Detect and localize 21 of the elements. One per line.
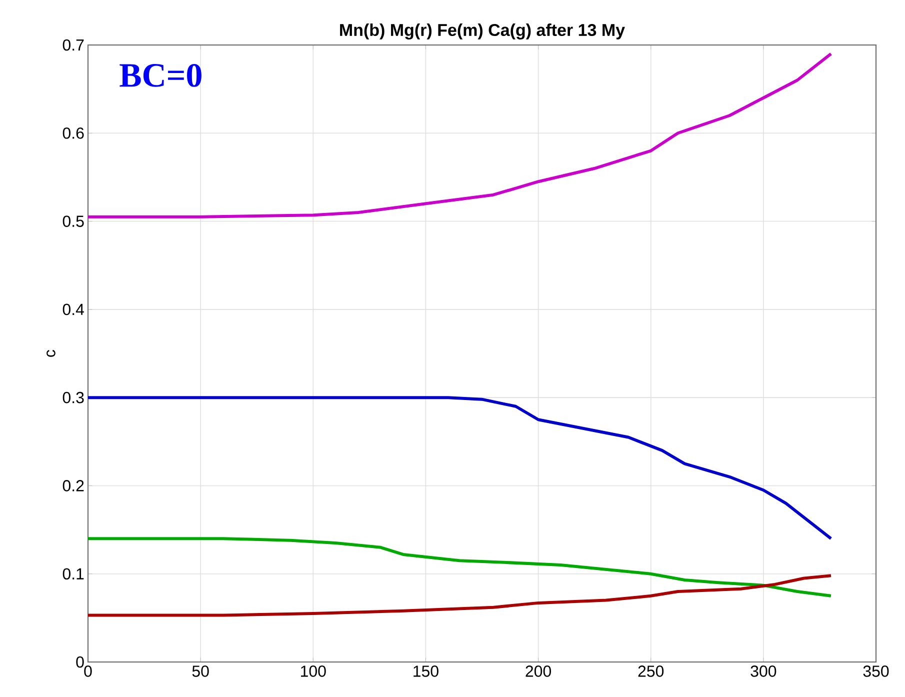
- x-tick-label: 50: [192, 666, 209, 677]
- y-tick-label: 0: [76, 656, 84, 668]
- line-series: [88, 52, 832, 218]
- y-tick-label: 0.5: [62, 216, 84, 227]
- x-tick-label: 100: [301, 666, 326, 677]
- y-tick-label: 0.6: [62, 127, 84, 139]
- x-tick-label: 350: [863, 666, 889, 677]
- y-tick-label: 0.1: [62, 568, 84, 580]
- chart-title: Mn(b) Mg(r) Fe(m) Ca(g) after 13 My: [340, 24, 625, 40]
- x-tick-label: 200: [526, 666, 551, 677]
- x-tick-label: 150: [414, 666, 438, 677]
- y-tick-label: 0.2: [62, 480, 84, 492]
- y-tick-label: 0.3: [62, 392, 84, 404]
- line-series: [88, 574, 832, 617]
- x-tick-label: 300: [750, 666, 776, 677]
- y-tick-label: 0.4: [62, 304, 84, 316]
- annotation: BC=0: [120, 64, 202, 87]
- x-tick-label: 0: [84, 666, 92, 677]
- y-tick-label: 0.7: [62, 39, 84, 51]
- y-axis-title: c: [46, 350, 56, 357]
- x-tick-label: 250: [638, 666, 664, 677]
